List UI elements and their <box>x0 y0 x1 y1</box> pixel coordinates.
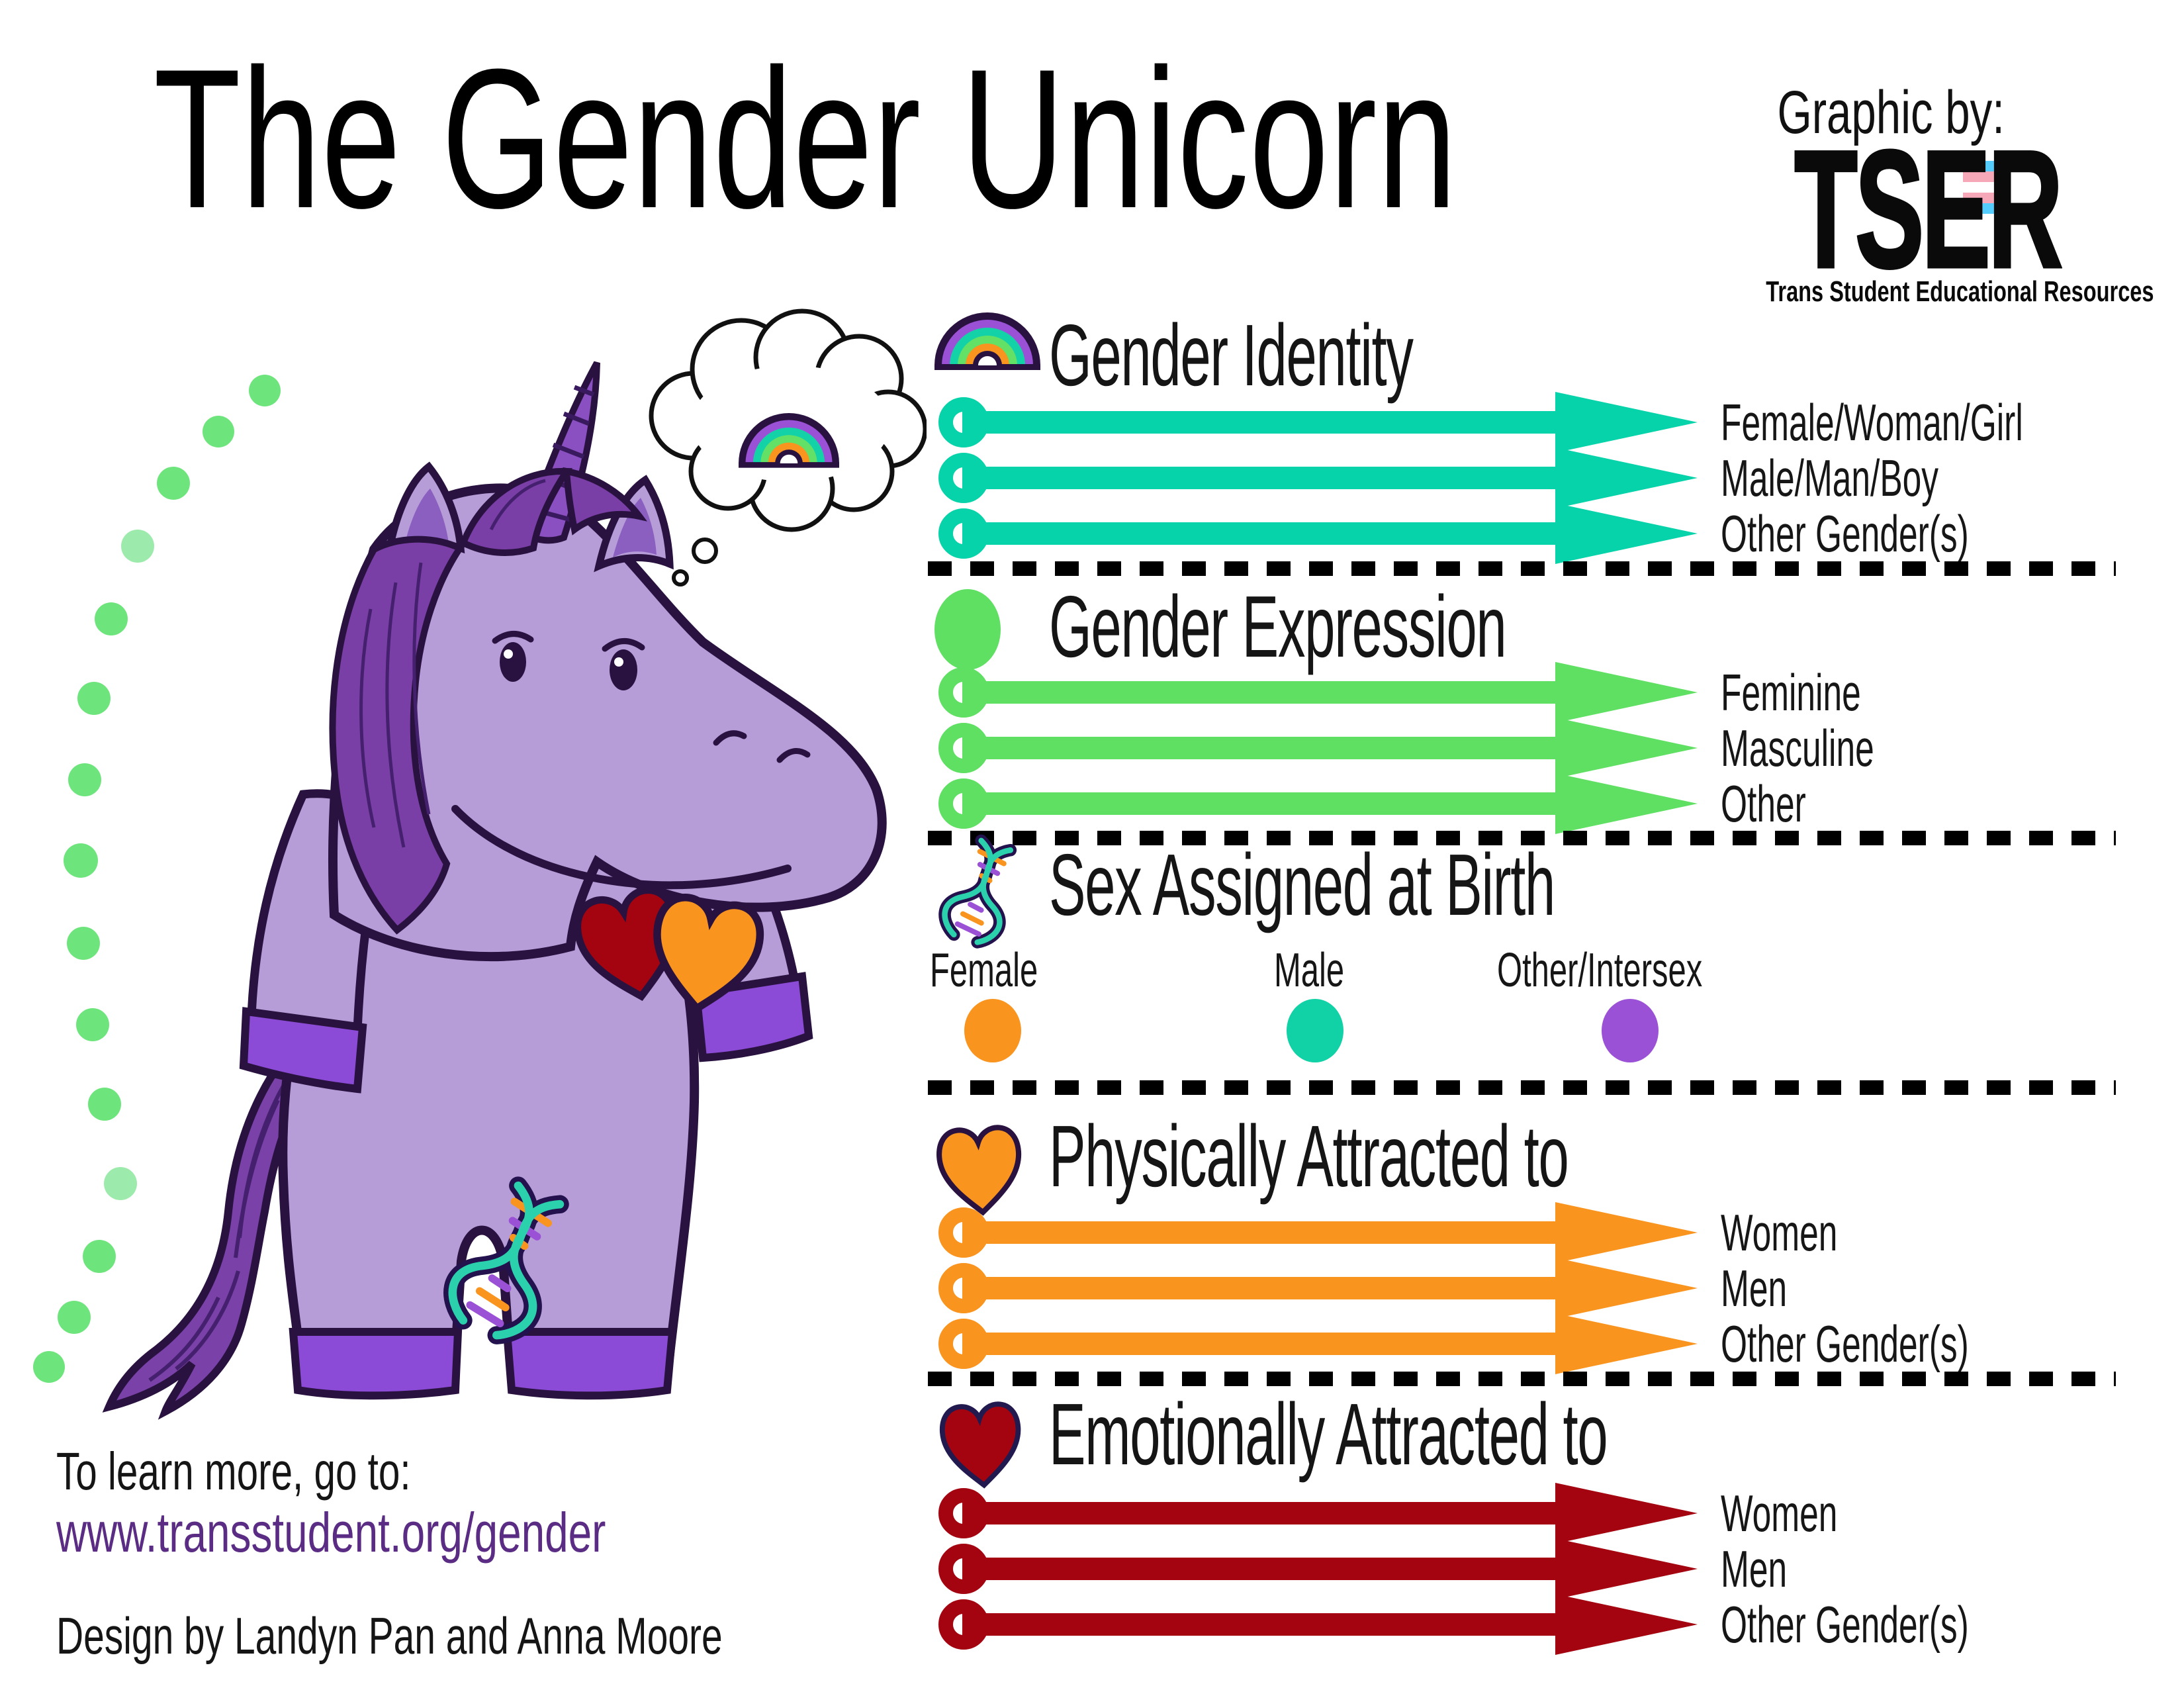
female-dot <box>964 999 1021 1062</box>
trans-flag-swatch <box>1963 161 2001 214</box>
expression-arrow-row: Masculine <box>938 718 2184 778</box>
arrow-label: Other Gender(s) <box>1721 1595 1969 1654</box>
physical-arrow-row: Women <box>938 1202 2184 1263</box>
arrow-label: Feminine <box>1721 663 1861 722</box>
section-title-gender-identity: Gender Identity <box>1049 306 1414 404</box>
dashed-separator <box>928 1080 2116 1095</box>
expression-arrow-row: Other <box>938 773 2184 834</box>
arrowhead-icon <box>1555 718 1698 778</box>
arrowhead-icon <box>1555 1594 1698 1655</box>
physical-arrow-row: Men <box>938 1258 2184 1319</box>
birth-option-label: Female <box>930 944 1038 997</box>
identity-arrow-row: Female/Woman/Girl <box>938 392 2184 453</box>
dark-red-heart-icon <box>940 1397 1022 1492</box>
emotional-arrow-row: Other Gender(s) <box>938 1594 2184 1655</box>
arrow-bar <box>962 467 1555 489</box>
arrow-label: Women <box>1721 1484 1838 1542</box>
arrowhead-icon <box>1555 773 1698 834</box>
green-oval-icon <box>934 589 1001 670</box>
emotional-arrow-row: Men <box>938 1538 2184 1599</box>
arrow-label: Masculine <box>1721 719 1874 777</box>
arrow-bar <box>962 1277 1555 1299</box>
website-link[interactable]: www.transstudent.org/gender <box>56 1501 606 1564</box>
dashed-separator <box>928 1372 2116 1386</box>
dashed-separator <box>928 831 2116 845</box>
arrowhead-icon <box>1555 1313 1698 1374</box>
green-dots-arc <box>33 375 281 1383</box>
unicorn-eye <box>500 642 526 682</box>
arrow-ring <box>938 778 989 829</box>
birth-option-label: Male <box>1274 944 1345 997</box>
identity-arrow-row: Male/Man/Boy <box>938 447 2184 508</box>
physical-arrow-row: Other Gender(s) <box>938 1313 2184 1374</box>
arrowhead-icon <box>1555 503 1698 564</box>
tser-logo: TSER <box>1794 117 2064 303</box>
unicorn-illustration <box>33 308 927 1420</box>
arrow-bar <box>962 1613 1555 1636</box>
unicorn-leg-cuff <box>289 1328 463 1400</box>
arrow-bar <box>962 1221 1555 1244</box>
arrowhead-icon <box>1555 392 1698 453</box>
design-credit: Design by Landyn Pan and Anna Moore <box>56 1607 723 1665</box>
arrow-bar <box>962 737 1555 759</box>
arrowhead-icon <box>1555 1538 1698 1599</box>
page-title: The Gender Unicorn <box>154 27 1457 250</box>
arrow-bar <box>962 792 1555 815</box>
arrow-bar <box>962 1333 1555 1355</box>
section-title-sex-assigned-at-birth: Sex Assigned at Birth <box>1049 836 1555 933</box>
arrow-ring <box>938 1263 989 1313</box>
unicorn-leg-cuff <box>502 1328 677 1400</box>
male-dot <box>1287 999 1343 1062</box>
rainbow-icon <box>934 312 1040 370</box>
birth-option-label: Other/Intersex <box>1497 944 1703 997</box>
unicorn-face <box>451 631 811 890</box>
other-intersex-dot <box>1602 999 1659 1062</box>
thought-bubble <box>649 308 927 586</box>
arrow-bar <box>962 1558 1555 1580</box>
arrow-ring <box>938 1319 989 1369</box>
arrow-bar <box>962 522 1555 545</box>
section-title-physically-attracted-to: Physically Attracted to <box>1049 1107 1569 1205</box>
unicorn-tail <box>102 1019 329 1420</box>
arrow-label: Men <box>1721 1540 1788 1598</box>
arrow-bar <box>962 1502 1555 1524</box>
learn-more-label: To learn more, go to: <box>56 1442 411 1501</box>
arrow-label: Other Gender(s) <box>1721 504 1969 563</box>
arrow-label: Men <box>1721 1259 1788 1317</box>
section-title-emotionally-attracted-to: Emotionally Attracted to <box>1049 1385 1608 1483</box>
emotional-arrow-row: Women <box>938 1483 2184 1544</box>
arrow-label: Female/Woman/Girl <box>1721 393 2023 451</box>
tser-tagline: Trans Student Educational Resources <box>1766 275 2154 308</box>
arrow-label: Other <box>1721 774 1806 833</box>
dna-icon <box>934 833 1027 951</box>
arrowhead-icon <box>1555 1202 1698 1263</box>
unicorn-mane <box>329 467 648 935</box>
arrow-label: Male/Man/Boy <box>1721 449 1939 507</box>
arrow-label: Other Gender(s) <box>1721 1315 1969 1373</box>
section-title-gender-expression: Gender Expression <box>1049 578 1507 675</box>
arrow-label: Women <box>1721 1203 1838 1262</box>
unicorn-eye <box>610 649 637 690</box>
arrowhead-icon <box>1555 1483 1698 1544</box>
expression-arrow-row: Feminine <box>938 662 2184 723</box>
unicorn-ears <box>384 461 674 573</box>
arrowhead-icon <box>1555 1258 1698 1319</box>
arrowhead-icon <box>1555 447 1698 508</box>
arrow-bar <box>962 411 1555 434</box>
graphic-by-label: Graphic by: <box>1777 79 2005 146</box>
identity-arrow-row: Other Gender(s) <box>938 503 2184 564</box>
dashed-separator <box>928 561 2116 576</box>
arrowhead-icon <box>1555 662 1698 723</box>
arrow-bar <box>962 681 1555 704</box>
